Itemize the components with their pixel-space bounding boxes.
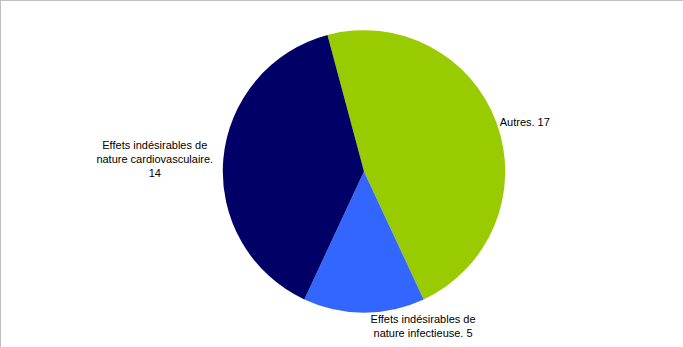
svg-text:Effets indésirables denature c: Effets indésirables denature cardiovascu… xyxy=(96,139,213,180)
svg-text:Effets indésirables denature i: Effets indésirables denature infectieuse… xyxy=(371,313,476,339)
svg-text:Autres. 17: Autres. 17 xyxy=(500,116,550,128)
